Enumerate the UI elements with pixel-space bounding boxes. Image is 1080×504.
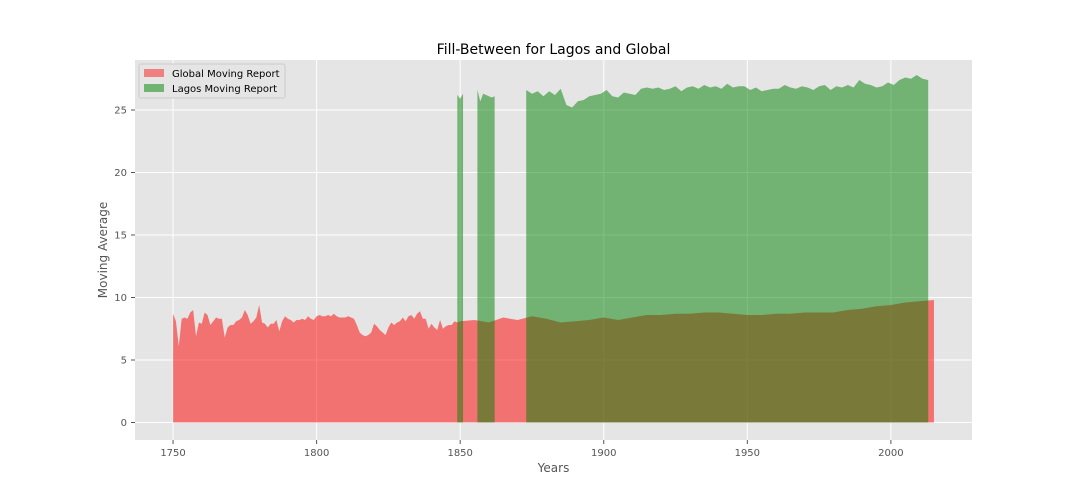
x-tick-label: 1800 — [304, 448, 329, 459]
legend-label-global: Global Moving Report — [172, 69, 280, 80]
chart-title: Fill-Between for Lagos and Global — [437, 42, 671, 58]
x-tick-label: 1750 — [160, 448, 185, 459]
x-tick-label: 1900 — [591, 448, 616, 459]
legend-swatch-lagos — [144, 84, 164, 92]
x-tick-label: 1950 — [735, 448, 760, 459]
area-lagos-segment-1 — [477, 90, 495, 423]
y-tick-label: 5 — [121, 356, 127, 367]
legend-label-lagos: Lagos Moving Report — [172, 84, 277, 95]
y-axis-label: Moving Average — [96, 202, 110, 298]
y-tick-label: 10 — [114, 293, 127, 304]
y-tick-label: 20 — [114, 168, 127, 179]
series-areas — [173, 75, 934, 423]
y-tick-label: 15 — [114, 231, 127, 242]
x-tick-label: 2000 — [878, 448, 903, 459]
legend-box — [138, 63, 286, 99]
legend: Global Moving Report Lagos Moving Report — [138, 63, 286, 99]
x-axis-label: Years — [537, 461, 570, 475]
y-tick-label: 25 — [114, 106, 127, 117]
area-lagos-segment-2 — [526, 75, 929, 423]
area-lagos-segment-0 — [457, 93, 464, 423]
axis-ticks: 1750 1800 1850 1900 1950 2000 0 5 10 15 20 25 — [114, 106, 903, 460]
y-tick-label: 0 — [121, 418, 127, 429]
legend-swatch-global — [144, 69, 164, 77]
x-tick-label: 1850 — [447, 448, 472, 459]
